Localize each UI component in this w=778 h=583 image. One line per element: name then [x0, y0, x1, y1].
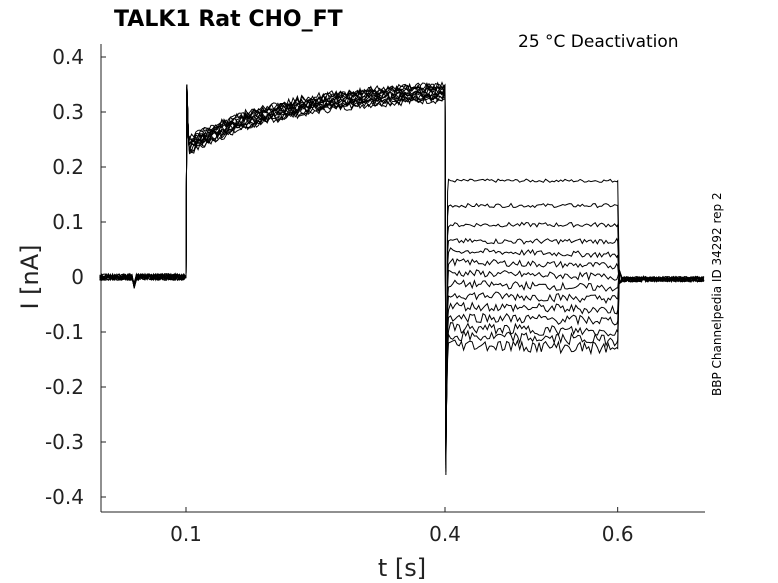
y-tick-label: -0.3: [45, 430, 84, 454]
y-tick-label: 0.4: [52, 45, 84, 69]
current-trace: [99, 84, 705, 446]
current-trace: [99, 88, 705, 459]
condition-annotation: 25 °C Deactivation: [518, 32, 679, 52]
current-trace: [99, 85, 705, 443]
axes: 0.4 0.3 0.2 0.1 0 -0.1 -0.2 -0.3 -0.4 0.1 0.4 0.6: [45, 44, 705, 546]
y-axis-label: I [nA]: [16, 244, 44, 309]
y-tick-label: -0.4: [45, 485, 84, 509]
y-tick-label: 0.2: [52, 155, 84, 179]
traces: [99, 81, 705, 476]
y-tick-label: -0.1: [45, 320, 84, 344]
y-tick-label: 0.3: [52, 100, 84, 124]
y-tick-label: 0.1: [52, 210, 84, 234]
channelpedia-id-label: BBP Channelpedia ID 34292 rep 2: [710, 192, 724, 396]
current-trace: [99, 86, 705, 449]
current-trace: [99, 82, 705, 433]
y-tick-label: -0.2: [45, 375, 84, 399]
x-tick-label: 0.4: [429, 522, 461, 546]
x-axis-label: t [s]: [378, 554, 426, 582]
y-tick-label: 0: [71, 265, 84, 289]
x-tick-label: 0.6: [602, 522, 634, 546]
current-trace: [99, 81, 705, 436]
chart-title: TALK1 Rat CHO_FT: [114, 7, 343, 32]
x-tick-label: 0.1: [170, 522, 202, 546]
current-trace: [99, 88, 705, 469]
